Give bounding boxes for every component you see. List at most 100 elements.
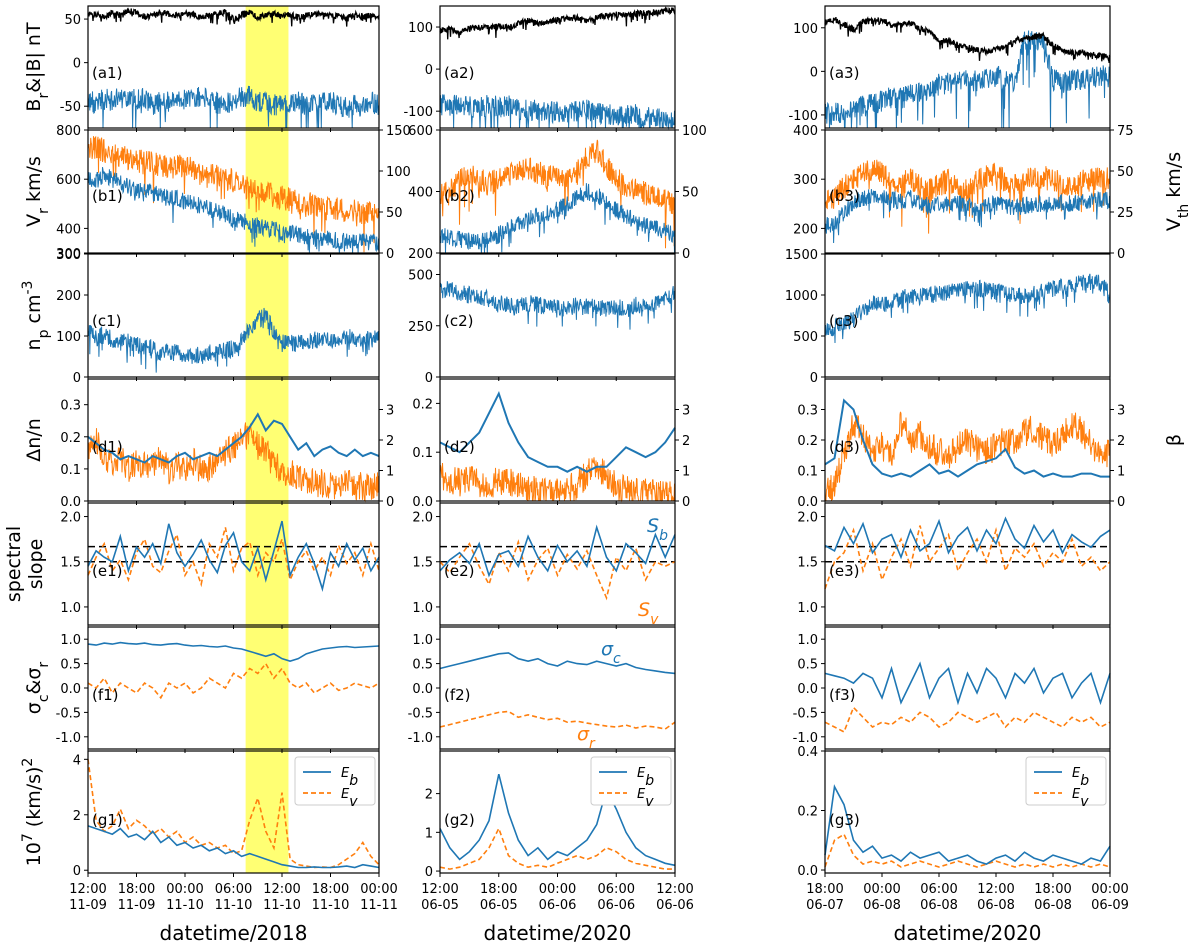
panel-label: (d3) [829,438,860,456]
y2-tick-label: 1 [1117,465,1125,480]
panel-label: (b3) [829,187,860,205]
panel-label: (c3) [829,312,859,330]
bmag-series-line [824,16,1111,63]
x-tick-label: 06-06 [539,898,577,913]
sv-slope-line [87,527,380,588]
panel-label: (e3) [829,562,859,580]
panel-label: (b1) [92,187,123,205]
y-tick-label: 0.5 [60,658,81,673]
y-tick-label: 0 [73,371,81,386]
panel-frame [824,129,1111,254]
y-tick-label: 400 [793,124,818,139]
br-series-line [439,94,676,130]
y2-tick-label: 1 [386,465,394,480]
panel-label: (e1) [92,562,122,580]
y-tick-label: 400 [56,222,81,237]
y-tick-label: 1 [425,826,433,841]
x-tick-label: 11-10 [166,898,204,913]
panel-label: (a2) [444,64,474,82]
y-tick-label: 0.5 [412,658,433,673]
x-tick-label: 11-10 [215,898,253,913]
y-tick-label: 1.0 [412,633,433,648]
x-tick-label: 06-06 [656,898,694,913]
x-tick-label: 18:00 [312,882,349,897]
y-tick-label: 0.2 [797,805,818,820]
y-axis-title: σc&σr [23,662,52,715]
y2-tick-label: 0 [386,247,394,262]
y-axis-title-group: spectral slope [3,526,47,602]
x-tick-label: 12:00 [263,882,300,897]
event-highlight-band [245,6,289,873]
y-tick-label: 0.0 [797,495,818,510]
y-tick-label: 2.0 [797,511,818,526]
y2-tick-label: 150 [386,124,411,139]
y-tick-label: 0.3 [797,404,818,419]
x-tick-label: 11-11 [360,898,398,913]
x-tick-label: 06-08 [863,898,901,913]
np-series-line [824,273,1111,344]
sv-slope-line [439,539,676,601]
y-tick-label: 1.5 [412,556,433,571]
vr-series-line [87,167,380,254]
eb-energy-line [87,825,380,869]
y-tick-label: 0.0 [412,682,433,697]
legend-eb-label: Eb [1072,766,1089,789]
y-tick-label: -50 [60,100,81,115]
x-tick-label: 06:00 [920,882,957,897]
y-tick-label: 1000 [785,289,818,304]
panel-frame [824,750,1111,874]
y-tick-label: 0.4 [797,745,818,760]
y-tick-label: 1.0 [60,601,81,616]
y2-tick-label: 3 [1117,404,1125,419]
y-tick-label: 300 [56,247,81,262]
y-axis-title-group: Br&|B| nT [23,22,52,112]
beta-series-line [87,422,380,503]
sigma-r-line [439,710,676,730]
y-tick-label: 0.0 [60,495,81,510]
legend-ev-label: Ev [637,787,654,810]
x-axis-title: datetime/2018 [160,921,308,945]
y2-tick-label: 0 [386,495,394,510]
x-tick-label: 06:00 [215,882,252,897]
y2-tick-label: 2 [386,434,394,449]
legend-eb-label: Eb [341,766,358,789]
panel-label: (f1) [92,686,119,704]
y-tick-label: 2.0 [412,511,433,526]
x-tick-label: 18:00 [1034,882,1071,897]
br-series-line [87,85,380,129]
y-tick-label: 0 [73,57,81,72]
sb-slope-line [439,524,676,578]
x-tick-label: 06-07 [806,898,844,913]
y-axis-title-group: Δn/n [23,418,45,461]
y-tick-label: 0.2 [797,434,818,449]
y-tick-label: -100 [788,109,818,124]
ev-energy-line [439,826,675,870]
y-axis-title: Vr km/s [23,156,52,227]
panel-label: (g3) [829,811,860,829]
y-tick-label: 400 [408,186,433,201]
x-tick-label: 12:00 [656,882,693,897]
panel-label: (b2) [444,187,475,205]
y2-tick-label: 2 [682,434,690,449]
y-tick-label: 0 [425,63,433,78]
x-tick-label: 06-05 [421,898,459,913]
y-tick-label: 0.2 [412,397,433,412]
x-tick-label: 11-10 [312,898,350,913]
x-tick-label: 18:00 [806,882,843,897]
y-axis-title: Br&|B| nT [23,22,52,112]
y-tick-label: 100 [56,330,81,345]
panel-label: (c2) [444,312,474,330]
y-tick-label: 0 [810,65,818,80]
y-axis-title: slope [25,539,47,590]
panel-label: (e2) [444,562,474,580]
y-tick-label: 100 [408,21,433,36]
panel-frame [439,253,676,378]
y-tick-label: 1.5 [60,556,81,571]
y-tick-label: 1.5 [797,556,818,571]
panel-label: (c1) [92,312,122,330]
y-axis-title: np cm-3 [20,281,52,351]
y-tick-label: 200 [408,247,433,262]
y-tick-label: 0 [425,371,433,386]
y-axis-title: 107 (km/s)2 [20,758,45,867]
